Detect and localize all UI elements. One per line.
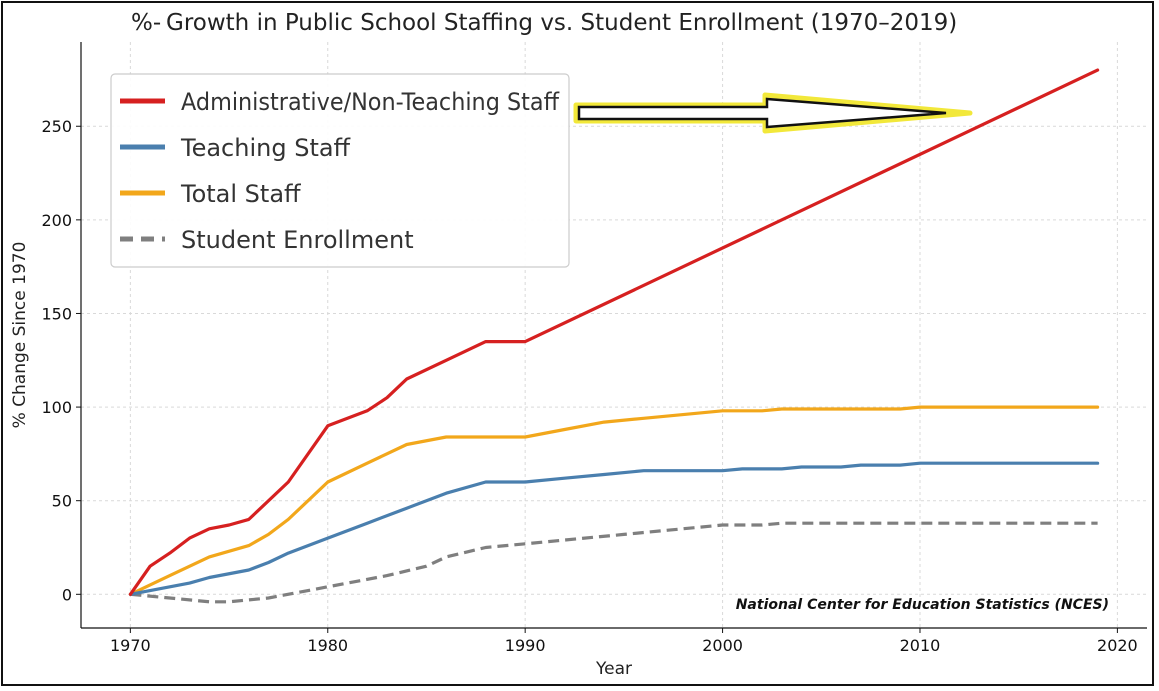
legend-label: Teaching Staff (180, 134, 351, 162)
y-tick-label: 50 (52, 492, 72, 511)
y-axis-label: % Change Since 1970 (10, 242, 30, 429)
x-axis-label: Year (595, 659, 632, 679)
legend-label: Administrative/Non-Teaching Staff (181, 88, 559, 116)
y-tick-label: 150 (41, 304, 72, 323)
arrow-glow (573, 92, 973, 134)
y-tick-label: 200 (41, 211, 72, 230)
x-tick-label: 1970 (110, 636, 151, 655)
source-note: National Center for Education Statistics… (736, 597, 1109, 613)
y-tick-label: 250 (41, 117, 72, 136)
legend-item: Student Enrollment (120, 226, 414, 254)
legend-label: Total Staff (180, 180, 301, 208)
chart-title: Growth in Public School Staffing vs. Stu… (166, 10, 957, 36)
x-tick-label: 2000 (702, 636, 743, 655)
y-tick-label: 0 (62, 585, 72, 604)
series-line-total-staff (128, 405, 1100, 596)
axes (80, 42, 1147, 629)
legend-box (110, 73, 570, 268)
legend: Administrative/Non-Teaching Staff Teachin… (110, 73, 570, 268)
arrow-icon (577, 97, 947, 129)
y-tick-label: 100 (41, 398, 72, 417)
x-tick-label: 2020 (1097, 636, 1138, 655)
x-tick-label: 2010 (900, 636, 941, 655)
x-tick-label: 1980 (307, 636, 348, 655)
x-tick-label: 1990 (505, 636, 546, 655)
chart-title-prefix: %- (131, 10, 161, 36)
series-line-student-enrollment (130, 521, 1098, 604)
legend-item: Total Staff (120, 180, 301, 208)
series-line-teaching-staff (128, 461, 1100, 596)
tick-labels: 1970 1980 1990 2000 2010 2020 0 50 100 150 200 250 (41, 117, 1137, 655)
right-arrow-annotation (573, 92, 973, 134)
legend-item: Teaching Staff (120, 134, 351, 162)
legend-item: Administrative/Non-Teaching Staff (120, 88, 559, 116)
series-layer (128, 68, 1100, 604)
series-line-administrative-non-teaching-staff (128, 68, 1100, 596)
legend-label: Student Enrollment (181, 226, 414, 254)
